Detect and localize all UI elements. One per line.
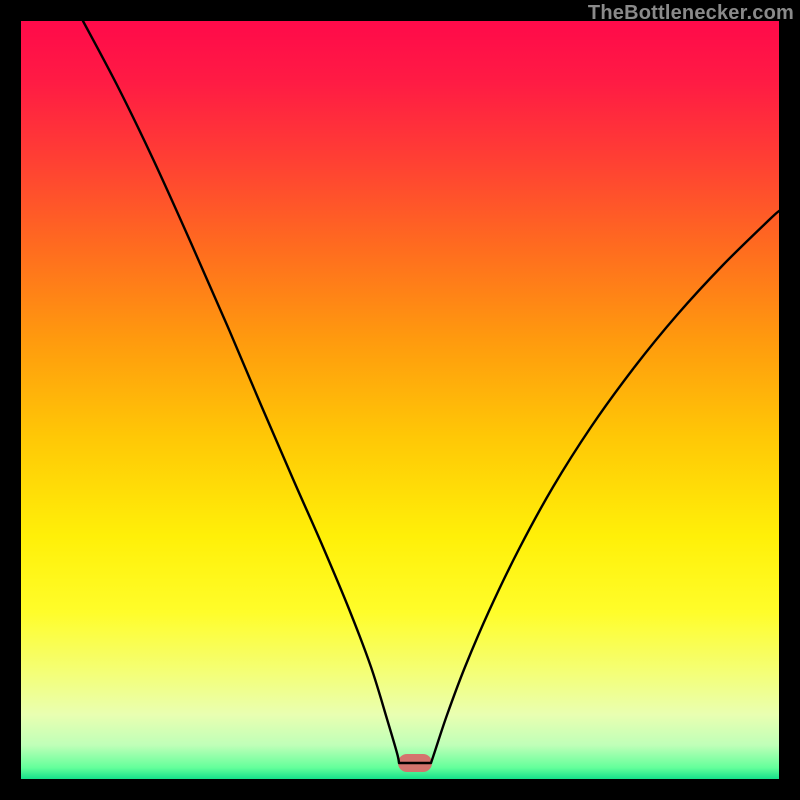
plot-svg — [21, 21, 779, 779]
chart-frame: TheBottlenecker.com — [0, 0, 800, 800]
plot-area — [21, 21, 779, 779]
gradient-background — [21, 21, 779, 779]
watermark-text: TheBottlenecker.com — [588, 2, 794, 25]
